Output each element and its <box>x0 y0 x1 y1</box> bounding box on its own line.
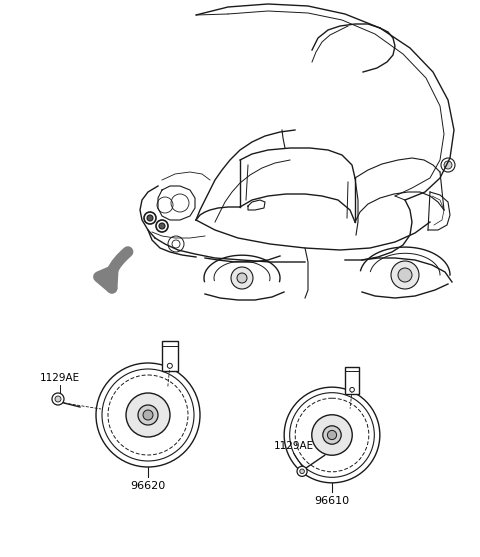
FancyArrowPatch shape <box>99 252 128 288</box>
Bar <box>162 341 178 371</box>
Circle shape <box>284 387 380 483</box>
Text: 96610: 96610 <box>314 496 349 506</box>
Circle shape <box>391 261 419 289</box>
Circle shape <box>398 268 412 282</box>
Circle shape <box>126 393 170 437</box>
Circle shape <box>143 410 153 420</box>
Circle shape <box>96 363 200 467</box>
Circle shape <box>300 469 304 473</box>
Circle shape <box>55 396 61 402</box>
Circle shape <box>144 212 156 224</box>
Circle shape <box>231 267 253 289</box>
Circle shape <box>147 215 153 221</box>
Circle shape <box>312 415 352 455</box>
Text: 96620: 96620 <box>131 481 166 491</box>
Circle shape <box>156 220 168 232</box>
Circle shape <box>444 161 452 169</box>
Circle shape <box>52 393 64 405</box>
Circle shape <box>168 363 172 368</box>
Bar <box>345 367 360 394</box>
Circle shape <box>327 431 336 439</box>
Circle shape <box>441 158 455 172</box>
Circle shape <box>323 426 341 444</box>
Circle shape <box>350 388 354 392</box>
Circle shape <box>138 405 158 425</box>
Circle shape <box>297 466 307 476</box>
Text: 1129AE: 1129AE <box>40 373 80 383</box>
Circle shape <box>237 273 247 283</box>
Text: 1129AE: 1129AE <box>274 441 314 451</box>
Circle shape <box>159 223 165 229</box>
